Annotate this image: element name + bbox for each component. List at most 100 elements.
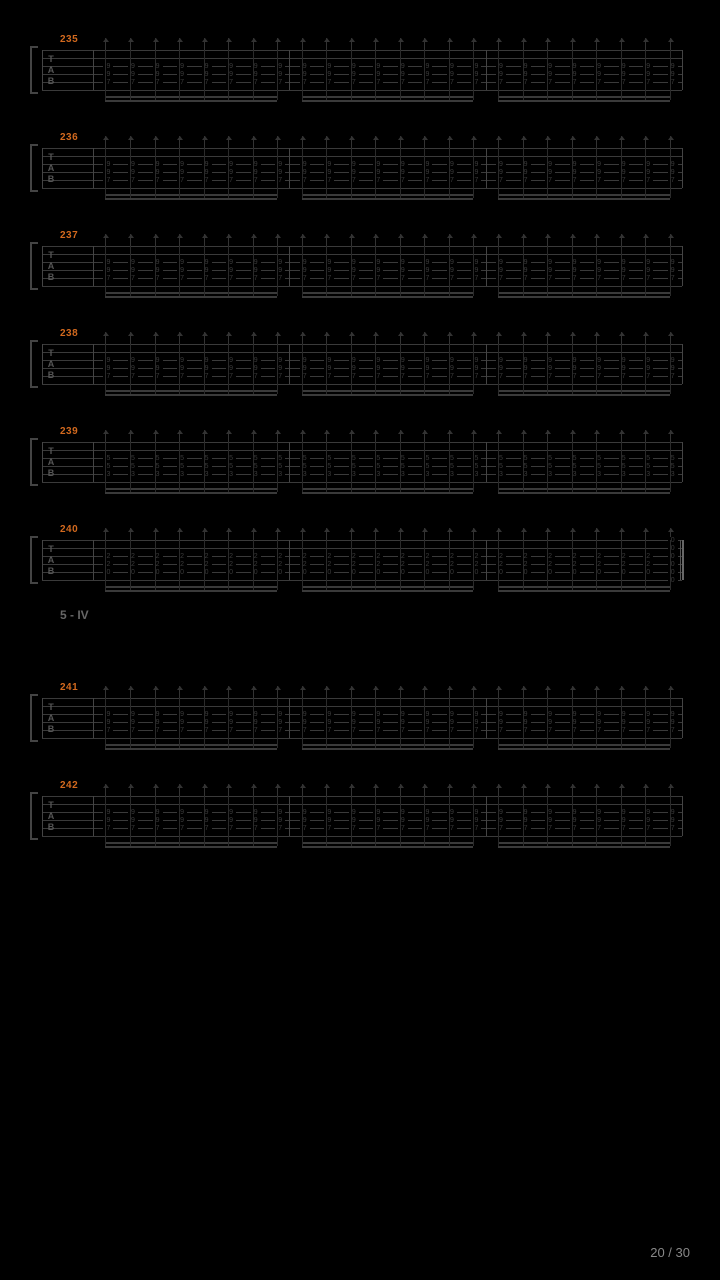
note-stem [375, 136, 376, 148]
beam-stem [277, 442, 278, 492]
beam-stem [375, 246, 376, 296]
note-stem [424, 686, 425, 698]
note-stem [621, 234, 622, 246]
beam-stem [277, 698, 278, 748]
staff-line [42, 270, 682, 271]
beam-stem [523, 344, 524, 394]
note-stem [375, 234, 376, 246]
barline [289, 148, 290, 188]
beam-stem [179, 540, 180, 590]
beam-stem [424, 344, 425, 394]
note-stem [375, 686, 376, 698]
note-stem [400, 332, 401, 344]
beam-group [105, 194, 277, 208]
note-stem [473, 38, 474, 50]
note-stem [621, 38, 622, 50]
beam-layer [42, 96, 682, 110]
note-stem [326, 430, 327, 442]
barline [682, 796, 683, 836]
beam-stem [449, 148, 450, 198]
staff-line [42, 66, 682, 67]
note-stem [670, 784, 671, 796]
beam-stem [105, 796, 106, 846]
note-stem [179, 528, 180, 540]
page-number: 20 / 30 [650, 1245, 690, 1260]
note-stem [400, 430, 401, 442]
staff-line [42, 50, 682, 51]
staff-line [42, 450, 682, 451]
beam-group [105, 744, 277, 758]
barline [42, 442, 43, 482]
beam-stem [277, 246, 278, 296]
beam-stem [326, 50, 327, 100]
note-stem [105, 686, 106, 698]
staff-line [42, 442, 682, 443]
staff-line [42, 156, 682, 157]
note-stem [645, 234, 646, 246]
note-stem [351, 38, 352, 50]
section-label: 5 - IV [60, 608, 690, 622]
beam-stem [130, 344, 131, 394]
note-stem [523, 136, 524, 148]
barline [93, 246, 94, 286]
beam-stem [351, 148, 352, 198]
note-stem [645, 686, 646, 698]
beam-stem [400, 344, 401, 394]
beam-bar [105, 842, 277, 844]
note-stem [155, 784, 156, 796]
beam-stem [179, 344, 180, 394]
staff-line [42, 572, 682, 573]
note-stem [523, 784, 524, 796]
beam-stem [473, 50, 474, 100]
beam-stem [375, 344, 376, 394]
note-stem [645, 332, 646, 344]
note-stem [204, 136, 205, 148]
staff: TAB9979979979979979979979979979979979979… [42, 796, 682, 836]
beam-stem [572, 344, 573, 394]
staff-line [42, 344, 682, 345]
barline [486, 50, 487, 90]
beam-stem [621, 698, 622, 748]
note-stem [400, 784, 401, 796]
beam-stem [155, 796, 156, 846]
beam-stem [449, 442, 450, 492]
beam-bar [105, 296, 277, 298]
measure-number-label: 241 [60, 682, 78, 693]
beam-stem [228, 698, 229, 748]
note-stem [547, 136, 548, 148]
beam-stem [253, 344, 254, 394]
beam-stem [351, 698, 352, 748]
beam-stem [473, 148, 474, 198]
barline [42, 796, 43, 836]
staff-line [42, 458, 682, 459]
beam-stem [351, 796, 352, 846]
beam-group [302, 96, 474, 110]
beam-stem [375, 796, 376, 846]
beam-stem [155, 540, 156, 590]
beam-bar [302, 846, 474, 848]
beam-stem [424, 698, 425, 748]
beam-bar [498, 296, 670, 298]
beam-bar [302, 390, 474, 392]
beam-stem [228, 246, 229, 296]
note-stem [621, 784, 622, 796]
staff-line [42, 714, 682, 715]
note-stem [424, 528, 425, 540]
note-stem [473, 234, 474, 246]
beam-bar [105, 744, 277, 746]
staff-line [42, 466, 682, 467]
note-stem [204, 686, 205, 698]
note-stem [498, 784, 499, 796]
note-stem [547, 686, 548, 698]
beam-stem [670, 442, 671, 492]
note-stem [473, 686, 474, 698]
beam-bar [302, 586, 474, 588]
beam-stem [424, 540, 425, 590]
staff-line [42, 384, 682, 385]
staff-line [42, 180, 682, 181]
staff-line [42, 812, 682, 813]
barline [289, 796, 290, 836]
beam-stem [302, 442, 303, 492]
beam-bar [498, 492, 670, 494]
beam-stem [105, 50, 106, 100]
